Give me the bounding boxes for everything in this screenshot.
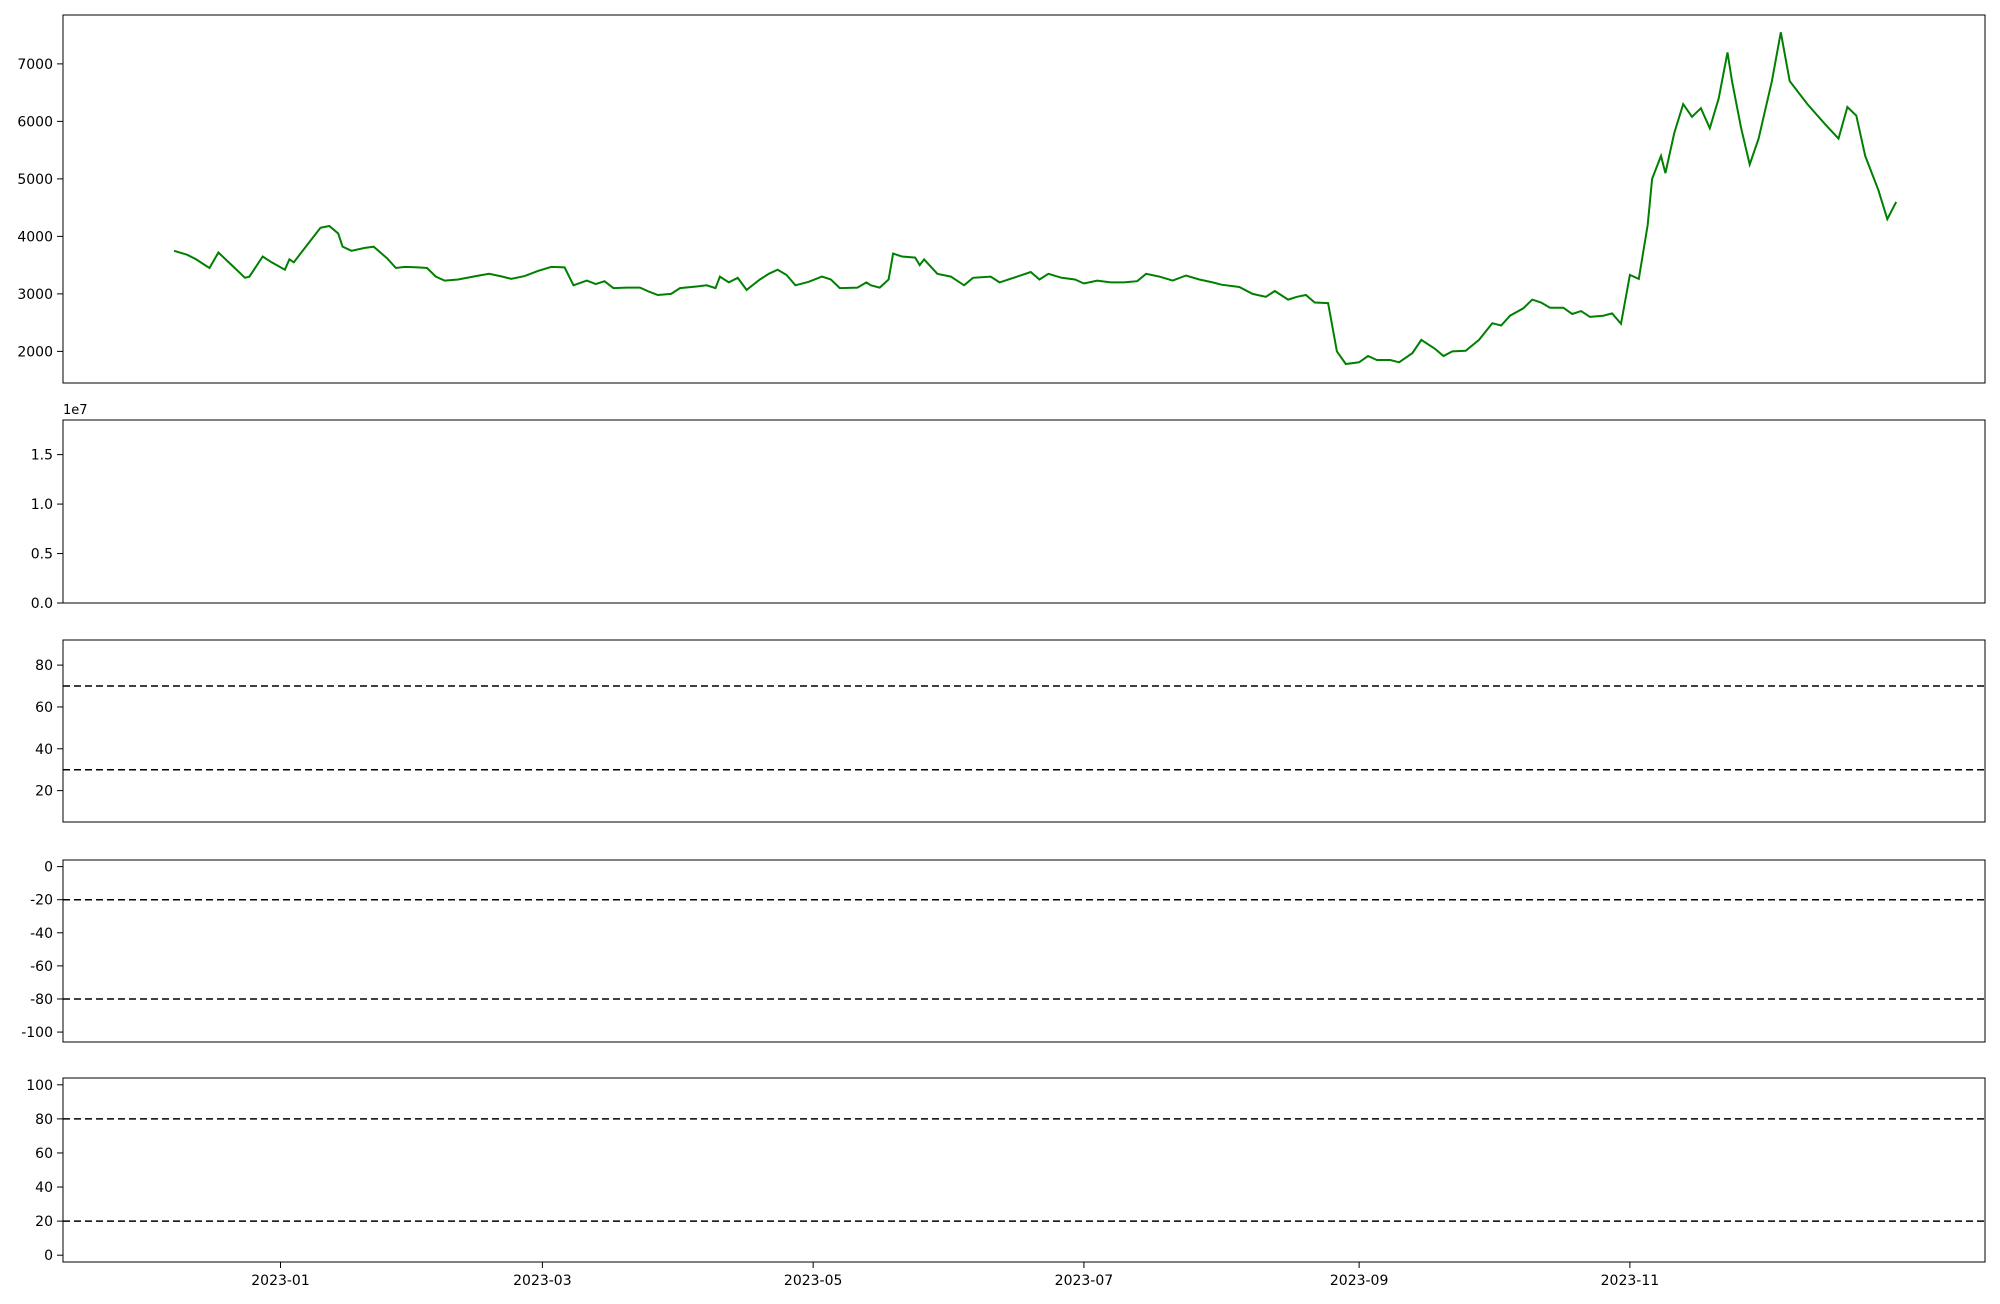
x-axis: 2023-01 2023-03 2023-05 2023-07 2023-09 2023-… (251, 1262, 1659, 1289)
x-tick-label: 2023-09 (1330, 1273, 1389, 1289)
price-ytick-label: 6000 (17, 114, 53, 130)
x-tick-label: 2023-01 (251, 1273, 310, 1289)
stochastic-ytick-label: 100 (26, 1078, 53, 1094)
price-ytick-label: 4000 (17, 229, 53, 245)
rsi-panel: 20 40 60 80 (35, 639, 1986, 823)
price-ytick-label: 7000 (17, 57, 53, 73)
williams-panel: 0 -20 -40 -60 -80 -100 (21, 859, 1986, 1043)
rsi-ytick-label: 60 (35, 700, 53, 716)
x-tick-label: 2023-03 (513, 1273, 572, 1289)
volume-ytick-label: 1.5 (31, 448, 53, 464)
stochastic-frame (62, 1077, 1986, 1263)
williams-ytick-label: -40 (30, 926, 53, 942)
williams-ytick-label: -100 (21, 1025, 53, 1041)
stochastic-ytick-label: 80 (35, 1112, 53, 1128)
rsi-frame (62, 639, 1986, 823)
rsi-ytick-label: 40 (35, 742, 53, 758)
stochastic-ytick-label: 20 (35, 1214, 53, 1230)
price-ytick-label: 3000 (17, 287, 53, 303)
price-ytick-label: 5000 (17, 172, 53, 188)
williams-ytick-label: 0 (44, 860, 53, 876)
x-tick-label: 2023-11 (1601, 1273, 1660, 1289)
williams-frame (62, 859, 1986, 1043)
stochastic-ytick-label: 40 (35, 1180, 53, 1196)
price-line (173, 32, 1898, 366)
price-panel: 2000 3000 4000 5000 6000 7000 (17, 14, 1986, 384)
stochastic-panel: 0 20 40 60 80 100 (26, 1077, 1986, 1264)
volume-frame (62, 419, 1986, 604)
volume-ytick-label: 0.5 (31, 547, 53, 563)
rsi-ytick-label: 20 (35, 784, 53, 800)
williams-ytick-label: -60 (30, 959, 53, 975)
x-tick-label: 2023-05 (784, 1273, 843, 1289)
price-frame (62, 14, 1986, 384)
williams-ytick-label: -20 (30, 893, 53, 909)
volume-offset-label: 1e7 (63, 403, 88, 418)
volume-panel: 0.0 0.5 1.0 1.5 1e7 (31, 403, 1986, 612)
stochastic-ytick-label: 0 (44, 1248, 53, 1264)
volume-ytick-label: 1.0 (31, 497, 53, 513)
rsi-ytick-label: 80 (35, 658, 53, 674)
stochastic-ytick-label: 60 (35, 1146, 53, 1162)
volume-ytick-label: 0.0 (31, 596, 53, 612)
price-ytick-label: 2000 (17, 344, 53, 360)
x-tick-label: 2023-07 (1055, 1273, 1114, 1289)
williams-ytick-label: -80 (30, 992, 53, 1008)
